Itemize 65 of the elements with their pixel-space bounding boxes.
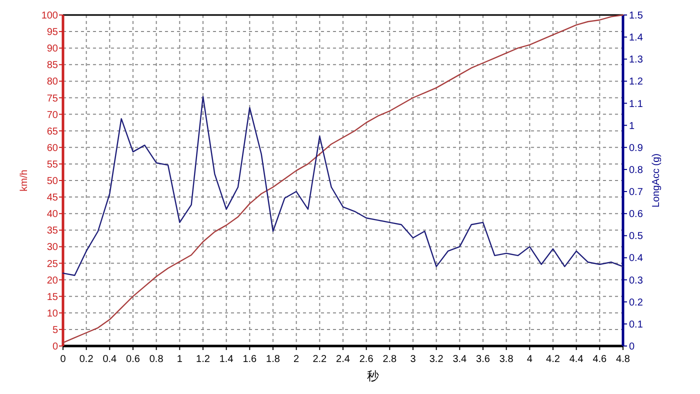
y-tick-label: 20 (46, 275, 58, 286)
x-tick-label: 1.6 (242, 354, 258, 365)
x-tick-label: 2.6 (359, 354, 374, 365)
x-tick-label: 0 (60, 354, 66, 365)
y-tick-label: 15 (46, 292, 58, 303)
x-tick-label: 4.8 (616, 354, 630, 365)
x-axis-title: 秒 (367, 369, 379, 383)
y-tick-label: 95 (46, 27, 58, 38)
y-tick-label: 0 (52, 342, 58, 352)
x-tick-label: 0.2 (79, 354, 94, 365)
y2-tick-label: 1.4 (629, 32, 644, 44)
x-tick-label: 3 (410, 354, 416, 365)
x-tick-label: 4.2 (546, 354, 560, 365)
y-tick-label: 100 (41, 10, 58, 22)
y2-tick-label: 1.3 (629, 54, 644, 66)
x-tick-label: 2.4 (336, 354, 350, 365)
x-tick-label: 0.8 (149, 354, 164, 365)
x-tick-label: 2.2 (312, 354, 328, 365)
y-tick-label: 85 (46, 60, 58, 72)
x-tick-label: 2.8 (382, 354, 398, 365)
y2-tick-label: 0.7 (629, 187, 644, 198)
x-tick-label: 3.4 (452, 354, 468, 365)
y2-tick-label: 0.2 (629, 297, 644, 308)
y-tick-label: 80 (46, 76, 58, 88)
y-tick-label: 35 (46, 226, 58, 237)
y-tick-label: 55 (46, 159, 58, 170)
y-tick-label: 75 (46, 93, 58, 104)
y-tick-label: 5 (52, 324, 58, 336)
y-tick-label: 70 (46, 110, 58, 121)
y-tick-label: 50 (46, 176, 58, 187)
x-tick-label: 4 (526, 354, 533, 365)
y2-tick-label: 0 (629, 342, 635, 352)
y2-tick-label: 0.9 (629, 142, 644, 154)
y-tick-label: 30 (46, 242, 58, 254)
y-tick-label: 45 (46, 192, 58, 204)
y2-tick-label: 1 (629, 120, 635, 132)
x-tick-label: 1 (176, 354, 183, 365)
x-tick-label: 1.2 (196, 354, 210, 365)
y2-tick-label: 0.8 (629, 164, 644, 176)
y-tick-label: 25 (46, 258, 58, 270)
x-tick-label: 3.8 (499, 354, 514, 365)
y2-tick-label: 0.6 (629, 209, 644, 220)
x-tick-label: 0.6 (126, 354, 140, 365)
y-tick-label: 40 (46, 209, 58, 220)
y2-tick-label: 0.4 (629, 253, 644, 264)
x-tick-label: 1.4 (219, 354, 234, 365)
y2-tick-label: 1.1 (629, 98, 644, 110)
y2-axis-title: LongAcc (g) (651, 154, 662, 208)
x-tick-label: 0.4 (102, 354, 118, 365)
y-tick-label: 90 (46, 44, 58, 55)
x-tick-label: 4.6 (592, 354, 608, 365)
x-tick-label: 2 (294, 354, 300, 365)
x-tick-label: 3.6 (476, 354, 490, 365)
y-tick-label: 65 (46, 126, 58, 138)
y2-tick-label: 1.5 (629, 10, 644, 22)
y2-tick-label: 0.1 (629, 319, 644, 330)
y-axis-title: km/h (19, 170, 30, 192)
x-tick-label: 4.4 (569, 354, 584, 365)
y-tick-label: 60 (46, 142, 58, 154)
y2-tick-label: 0.3 (629, 275, 644, 286)
y2-tick-label: 1.2 (629, 76, 644, 88)
x-tick-label: 3.2 (429, 354, 444, 365)
y2-tick-label: 0.5 (629, 231, 644, 242)
y-tick-label: 10 (46, 308, 58, 320)
x-tick-label: 1.8 (266, 354, 280, 365)
